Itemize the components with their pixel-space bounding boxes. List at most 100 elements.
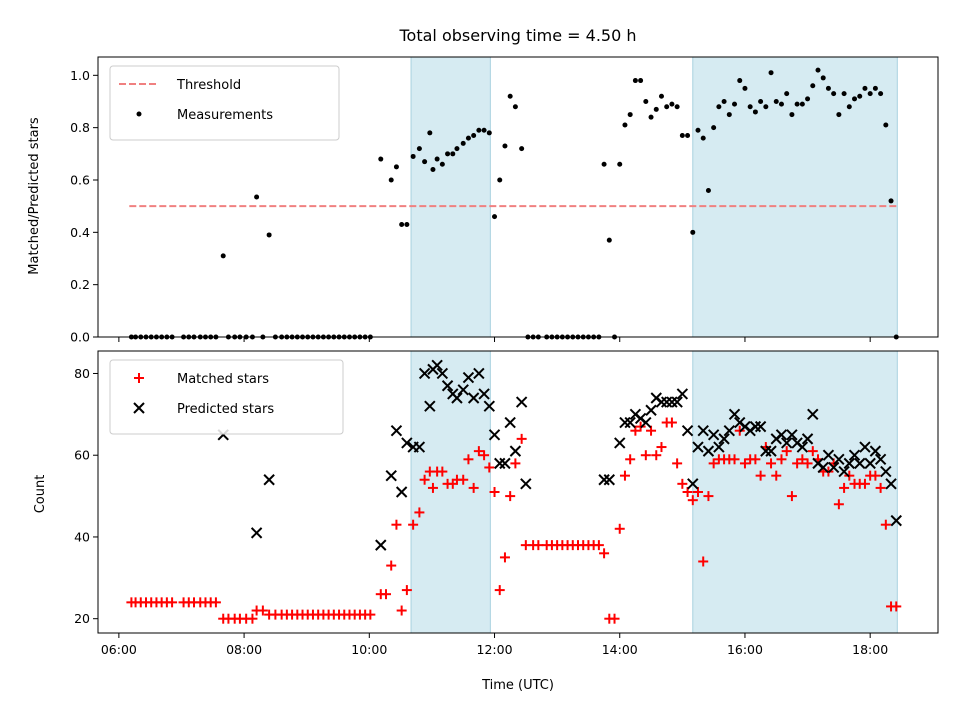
matched-stars-point-63 [473,446,484,457]
predicted-stars-point-42 [660,396,673,408]
matched-stars-point-103 [687,495,698,506]
predicted-stars-point-11 [424,400,436,412]
measurements-point-99 [674,104,680,110]
measurements-point-107 [716,104,722,110]
legend-item-matched-stars-label: Matched stars [177,372,269,387]
predicted-stars-point-81 [864,457,876,470]
measurements-point-62 [476,127,482,133]
predicted-stars-point-55 [728,408,741,421]
matched-stars-point-91 [625,454,636,465]
measurements-point-66 [497,177,503,183]
measurements-point-97 [664,104,670,110]
measurements-point-128 [825,85,831,91]
y-tick-label-bottom-2: 60 [74,448,90,463]
measurements-point-118 [773,98,779,104]
predicted-stars-point-24 [488,429,501,441]
matched-stars-point-138 [870,470,881,481]
count-points [126,359,902,624]
predicted-stars-point-50 [702,445,715,457]
matched-stars-point-132 [839,482,850,493]
measurements-point-101 [685,133,691,139]
predicted-stars-point-85 [885,478,897,490]
predicted-stars-point-84 [880,465,892,478]
predicted-stars-point-53 [718,433,730,445]
matched-stars-point-90 [619,470,630,481]
predicted-stars-point-1 [250,527,263,539]
measurements-point-105 [705,187,711,193]
predicted-stars-point-49 [697,424,709,437]
bottom-legend: Matched stars Predicted stars [109,359,344,435]
matched-stars-point-46 [386,560,397,571]
matched-stars-point-67 [494,585,505,596]
matched-stars-point-66 [489,487,500,497]
predicted-stars-point-7 [401,437,413,449]
matched-stars-point-50 [408,519,419,530]
measurements-point-123 [799,101,805,107]
bottom-axes: 20 40 60 80 06:00 08:00 10:00 12:00 14:00 16:00 18… [74,350,939,657]
x-tick-label-5: 16:00 [727,642,763,657]
measurements-point-50 [416,146,422,152]
measurements-point-16 [220,253,226,259]
matched-stars-point-43 [365,609,376,620]
matched-stars-point-48 [396,605,407,616]
predicted-stars-point-45 [676,388,689,400]
predicted-stars-point-15 [441,380,454,392]
matched-stars-point-101 [677,478,688,489]
matched-stars-point-86 [599,548,610,559]
predicted-stars-point-13 [431,359,443,372]
matched-stars-point-115 [750,454,761,465]
measurements-point-119 [778,101,784,107]
legend-item-threshold-label: Threshold [176,78,241,93]
measurements-point-111 [737,78,743,84]
measurements-point-113 [747,104,753,110]
predicted-stars-point-32 [603,474,616,486]
predicted-stars-point-51 [707,429,720,441]
matched-stars-point-107 [708,458,719,469]
measurements-point-114 [752,109,758,115]
predicted-stars-point-35 [624,416,636,429]
matched-stars-point-47 [391,519,402,530]
matched-stars-point-99 [666,417,677,428]
measurements-point-115 [758,98,764,104]
top-panel-ratio: 0.0 0.2 0.4 0.6 0.8 1.0 Threshold Measurements [70,56,939,345]
matched-stars-point-49 [401,585,412,596]
measurements-point-63 [481,127,487,133]
predicted-stars-point-77 [843,457,856,470]
legend-item-measurements-label: Measurements [177,108,273,123]
matched-stars-point-116 [755,470,766,481]
measurements-point-51 [422,159,428,165]
matched-stars-point-104 [693,487,703,497]
measurements-point-98 [669,101,675,107]
x-tick-label-1: 08:00 [226,642,262,657]
measurements-point-86 [606,237,612,243]
predicted-stars-point-6 [395,486,408,498]
matched-stars-point-123 [792,458,803,469]
predicted-stars-point-3 [375,539,387,551]
matched-stars-point-105 [698,556,709,567]
y-tick-label-top-2: 0.4 [70,225,90,240]
predicted-stars-point-19 [462,371,475,384]
predicted-stars-point-34 [619,416,631,429]
matched-stars-point-88 [609,613,620,624]
measurements-point-136 [867,91,873,97]
measurements-point-59 [460,140,466,146]
matched-stars-point-120 [776,454,787,465]
measurements-point-133 [852,96,858,102]
matched-stars-point-131 [833,499,844,510]
predicted-stars-point-66 [786,429,798,441]
matched-stars-point-8 [167,597,178,608]
measurements-point-91 [632,78,638,84]
measurements-point-140 [888,198,894,204]
predicted-stars-point-80 [859,441,871,453]
x-tick-label-3: 12:00 [477,642,513,657]
matched-stars-point-111 [729,454,740,465]
predicted-stars-point-54 [723,424,736,437]
matched-stars-point-64 [479,450,490,461]
measurements-point-117 [768,70,774,76]
measurements-point-64 [486,130,492,136]
measurements-point-132 [846,104,852,110]
predicted-stars-point-17 [451,392,463,404]
legend-swatch-dot [136,111,142,117]
matched-stars-point-100 [672,458,683,469]
predicted-stars-point-82 [869,445,882,457]
